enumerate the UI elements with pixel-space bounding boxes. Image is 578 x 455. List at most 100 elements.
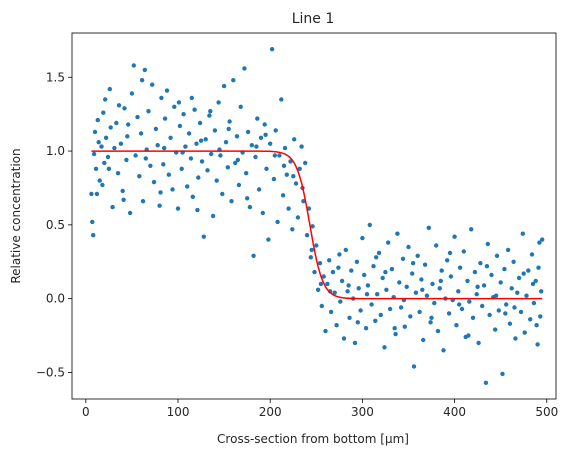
data-point	[386, 240, 391, 245]
data-point	[483, 380, 489, 385]
data-point	[245, 129, 251, 135]
data-point	[245, 196, 250, 201]
data-point	[522, 330, 527, 335]
data-point	[256, 187, 262, 192]
data-point	[201, 234, 206, 239]
data-point	[503, 311, 508, 316]
data-point	[162, 116, 168, 121]
data-point	[515, 290, 520, 295]
x-axis-label: Cross-section from bottom [μm]	[217, 432, 409, 446]
data-point	[260, 210, 265, 216]
data-point	[266, 237, 271, 242]
data-point	[277, 153, 282, 158]
x-tick-label: 100	[167, 405, 190, 419]
data-point	[341, 336, 347, 341]
data-point	[437, 286, 442, 291]
data-point	[181, 112, 186, 117]
data-point	[402, 324, 407, 329]
data-point	[378, 312, 383, 318]
data-point	[469, 227, 474, 232]
data-point	[110, 204, 115, 210]
data-point	[269, 47, 275, 52]
data-point	[198, 138, 204, 143]
data-point	[338, 299, 343, 304]
data-point	[318, 281, 324, 287]
data-point	[358, 308, 363, 313]
x-tick-label: 500	[535, 405, 558, 419]
data-point	[116, 103, 122, 108]
data-point	[493, 327, 498, 332]
data-point	[328, 309, 334, 315]
data-point	[114, 120, 119, 126]
data-point	[209, 151, 214, 157]
data-point	[151, 179, 157, 185]
data-point	[352, 340, 358, 346]
data-point	[120, 188, 125, 194]
data-point	[192, 107, 197, 112]
data-point	[502, 266, 507, 272]
data-point	[387, 306, 393, 312]
x-tick-label: 400	[443, 405, 466, 419]
data-point	[507, 321, 513, 326]
data-point	[529, 252, 535, 257]
data-point	[389, 266, 395, 272]
data-point	[420, 287, 425, 292]
data-point	[512, 305, 517, 310]
data-point	[203, 137, 208, 142]
data-point	[476, 340, 481, 346]
data-point	[428, 320, 433, 325]
data-point	[363, 326, 369, 331]
data-point	[538, 314, 543, 319]
data-point	[526, 268, 531, 273]
data-point	[172, 104, 177, 110]
data-point	[400, 256, 406, 261]
data-point	[509, 286, 514, 291]
data-point	[457, 302, 462, 307]
data-point	[371, 264, 376, 269]
fit-line	[91, 150, 543, 300]
plot-frame	[71, 32, 557, 400]
data-point	[107, 86, 113, 92]
data-point	[314, 243, 319, 248]
data-point	[376, 250, 382, 256]
data-point	[395, 231, 400, 236]
data-point	[406, 244, 411, 250]
data-point	[138, 131, 144, 136]
data-point	[212, 128, 218, 133]
data-point	[411, 364, 417, 369]
data-point	[126, 122, 131, 127]
data-point	[384, 287, 389, 292]
data-point	[367, 222, 372, 228]
data-point	[275, 219, 280, 225]
data-point	[299, 144, 304, 149]
data-point	[504, 302, 509, 307]
data-point	[337, 252, 342, 257]
data-point	[465, 278, 470, 284]
data-point	[189, 95, 194, 101]
data-point	[330, 269, 336, 275]
y-tick-label: 0.0	[46, 292, 65, 306]
data-point	[103, 97, 108, 102]
data-point	[452, 234, 457, 239]
data-point	[408, 314, 413, 319]
data-point	[489, 272, 494, 278]
data-point	[521, 271, 526, 276]
data-point	[413, 290, 419, 295]
data-point	[446, 311, 452, 316]
data-point	[207, 113, 212, 118]
data-point	[255, 116, 260, 121]
data-point	[321, 274, 326, 279]
data-point	[448, 274, 454, 279]
data-point	[271, 176, 277, 182]
data-point	[95, 117, 101, 123]
y-tick-label: 0.5	[46, 218, 65, 232]
data-point	[103, 135, 109, 140]
data-point	[339, 278, 345, 284]
data-point	[106, 166, 112, 171]
data-point	[536, 265, 541, 270]
data-point	[135, 114, 140, 120]
data-point	[513, 336, 518, 341]
data-point	[334, 323, 339, 328]
data-point	[188, 156, 194, 161]
